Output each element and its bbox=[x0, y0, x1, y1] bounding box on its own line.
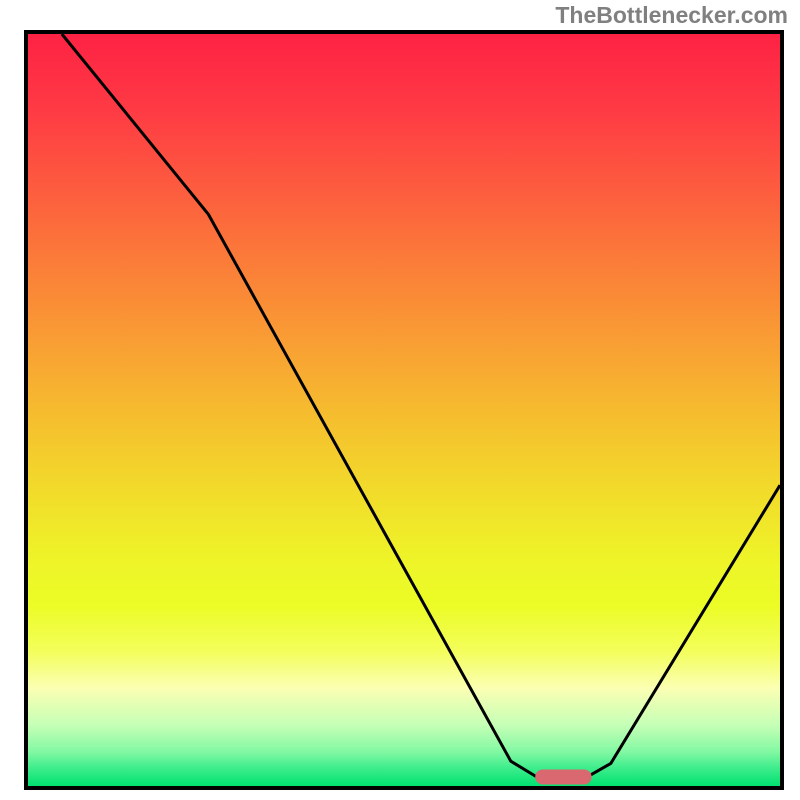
optimal-marker bbox=[535, 769, 591, 784]
watermark-text: TheBottlenecker.com bbox=[555, 2, 788, 29]
chart-plot bbox=[24, 30, 784, 790]
chart-container: { "watermark": { "text": "TheBottlenecke… bbox=[0, 0, 800, 800]
